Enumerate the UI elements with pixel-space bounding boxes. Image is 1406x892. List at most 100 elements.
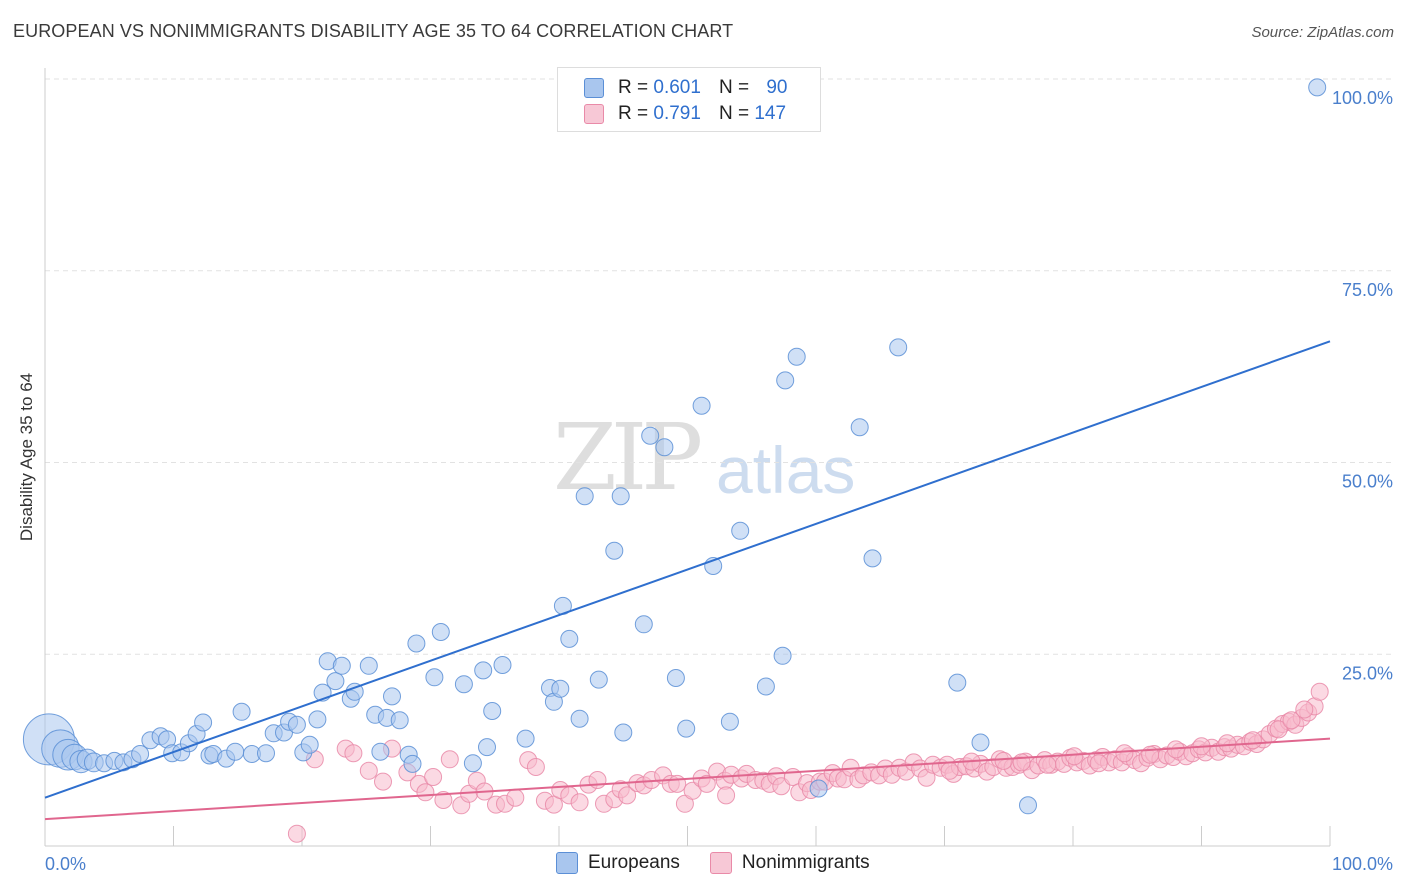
r-label: R =: [618, 77, 649, 98]
n-label: N =: [718, 103, 750, 124]
european-point: [300, 735, 319, 754]
european-point: [720, 712, 739, 731]
european-point: [1019, 796, 1037, 815]
european-point: [655, 438, 674, 457]
european-point: [383, 687, 401, 706]
nonimmigrants-trend-line: [44, 737, 1331, 821]
european-point: [332, 656, 351, 675]
nonimmigrant-point: [287, 824, 306, 843]
european-point: [756, 677, 775, 696]
watermark-atlas: atlas: [716, 433, 856, 507]
trend-layer: [44, 340, 1331, 821]
chart-title: EUROPEAN VS NONIMMIGRANTS DISABILITY AGE…: [13, 21, 734, 41]
european-point: [677, 719, 696, 738]
european-point: [226, 742, 245, 761]
source-label: Source: ZipAtlas.com: [1251, 24, 1394, 41]
european-point: [463, 754, 482, 773]
european-point: [257, 744, 275, 763]
nonimmigrant-point: [1089, 754, 1108, 773]
x-tick-label: 0.0%: [45, 854, 86, 874]
nonimmigrant-point: [618, 786, 637, 805]
n-value: 90: [766, 77, 788, 98]
y-tick-label: 100.0%: [1332, 88, 1393, 108]
nonimmigrant-point: [668, 774, 687, 793]
points-layer: [22, 78, 1329, 843]
nonimmigrant-point: [416, 783, 435, 802]
nonimmigrant-point: [697, 774, 716, 793]
european-point: [483, 702, 502, 720]
european-point: [889, 338, 908, 357]
nonimmigrant-point: [1295, 700, 1314, 719]
european-point: [194, 713, 213, 732]
european-point: [731, 521, 750, 540]
european-point: [971, 733, 990, 752]
european-point: [474, 661, 493, 680]
european-point: [131, 745, 150, 763]
series-legend: Europeans Nonimmigrants: [556, 852, 900, 874]
nonimmigrant-point: [717, 786, 736, 805]
nonimmigrant-point: [570, 793, 589, 812]
european-point: [666, 669, 685, 687]
nonimmigrant-point: [1269, 720, 1288, 739]
european-point: [776, 371, 795, 390]
europeans-trend-line: [44, 340, 1331, 799]
european-point: [634, 615, 653, 634]
european-point: [614, 723, 633, 742]
nonimmigrant-point: [588, 771, 607, 789]
european-point: [431, 623, 450, 641]
legend-item-europeans[interactable]: Europeans: [556, 852, 680, 874]
european-point: [425, 668, 444, 687]
european-point: [850, 418, 869, 437]
nonimmigrant-point: [994, 751, 1013, 770]
y-tick-label: 75.0%: [1342, 280, 1393, 300]
legend-item-nonimmigrants[interactable]: Nonimmigrants: [709, 852, 870, 874]
nonimmigrant-point: [1115, 744, 1134, 763]
nonimmigrant-point: [440, 750, 459, 769]
european-point: [948, 673, 967, 692]
nonimmigrant-point: [1310, 682, 1329, 701]
european-point: [551, 679, 570, 698]
european-point: [345, 682, 364, 701]
european-point: [560, 629, 579, 648]
stats-row-europeans: R = 0.601 N = 90: [584, 77, 787, 99]
european-point: [605, 541, 624, 560]
european-point: [589, 670, 608, 689]
nonimmigrant-point: [1012, 753, 1031, 772]
legend-label: Nonimmigrants: [741, 852, 870, 873]
european-point: [641, 426, 660, 445]
nonimmigrant-point: [344, 744, 363, 763]
nonimmigrant-point: [359, 761, 378, 780]
nonimmigrant-point: [940, 761, 959, 780]
european-point: [478, 738, 496, 757]
european-point: [371, 742, 390, 761]
legend-label: Europeans: [588, 852, 680, 873]
european-point: [570, 709, 589, 728]
nonimmigrant-point: [1038, 755, 1057, 774]
european-point: [611, 487, 630, 506]
european-point: [407, 634, 426, 653]
n-label: N =: [718, 77, 750, 98]
r-value: 0.601: [653, 77, 701, 98]
nonimmigrant-point: [1218, 734, 1237, 753]
nonimmigrant-point: [1243, 731, 1262, 750]
europeans-swatch: [584, 78, 604, 98]
n-value: 147: [754, 103, 787, 124]
nonimmigrants-swatch: [709, 852, 732, 874]
european-point: [575, 487, 594, 506]
european-point: [787, 347, 806, 366]
european-point: [493, 656, 512, 674]
european-point: [863, 549, 882, 568]
nonimmigrant-point: [424, 768, 443, 786]
european-point: [326, 672, 345, 691]
european-point: [454, 675, 473, 694]
r-label: R =: [618, 103, 649, 124]
y-tick-label: 25.0%: [1342, 663, 1393, 683]
tick-label-layer: 25.0% 50.0% 75.0% 100.0% 0.0% 100.0%: [45, 88, 1393, 874]
x-tick-label: 100.0%: [1332, 854, 1393, 874]
nonimmigrants-swatch: [584, 104, 604, 124]
european-point: [1308, 78, 1327, 97]
nonimmigrant-point: [526, 758, 545, 776]
stats-legend: R = 0.601 N = 90 R = 0.791 N = 147: [557, 67, 821, 132]
european-point: [403, 754, 422, 773]
